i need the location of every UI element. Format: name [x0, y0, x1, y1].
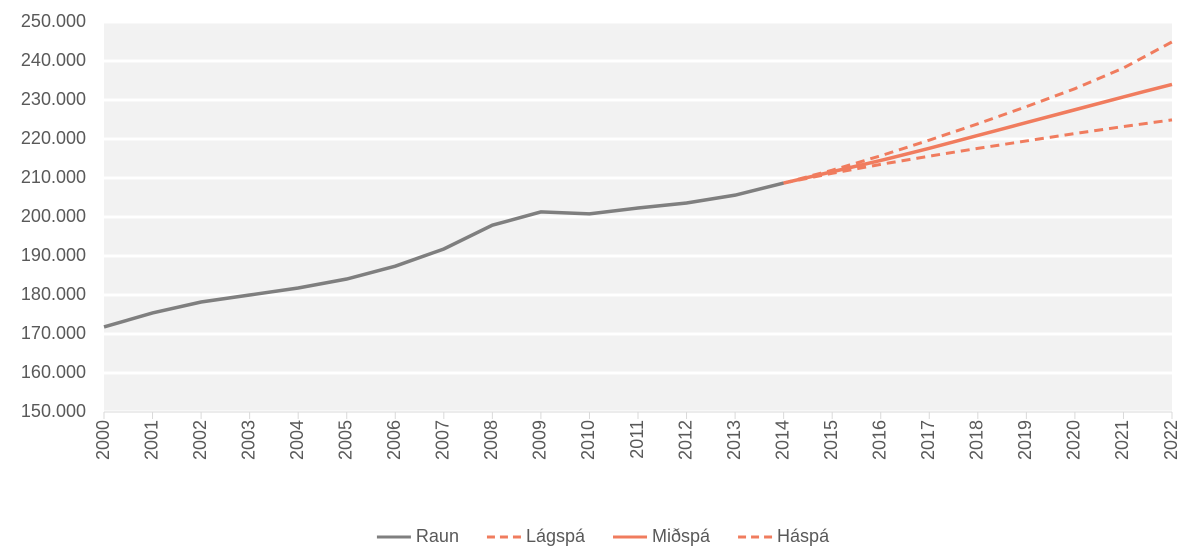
- x-tick-label: 2017: [918, 420, 938, 460]
- x-tick-label: 2002: [190, 420, 210, 460]
- x-tick-label: 2001: [141, 420, 161, 460]
- series-line: [783, 40, 1173, 185]
- x-tick-label: 2018: [967, 420, 987, 460]
- x-tick-label: 2013: [724, 420, 744, 460]
- x-tick-label: 2011: [627, 420, 647, 459]
- x-tick-label: 2006: [384, 420, 404, 460]
- x-tick-label: 2004: [287, 420, 307, 460]
- x-tick-label: 2010: [578, 420, 598, 460]
- series-line: [103, 181, 785, 329]
- y-tick-label: 210.000: [21, 167, 86, 187]
- legend-label: Háspá: [777, 526, 830, 546]
- y-tick-label: 220.000: [21, 128, 86, 148]
- x-tick-label: 2009: [530, 420, 550, 460]
- x-tick-label: 2008: [481, 420, 501, 460]
- legend-label: Raun: [416, 526, 459, 546]
- y-tick-label: 230.000: [21, 89, 86, 109]
- y-tick-label: 150.000: [21, 401, 86, 421]
- x-tick-label: 2019: [1015, 420, 1035, 460]
- y-tick-label: 180.000: [21, 284, 86, 304]
- x-tick-label: 2000: [93, 420, 113, 460]
- y-tick-label: 200.000: [21, 206, 86, 226]
- y-tick-label: 190.000: [21, 245, 86, 265]
- x-tick-label: 2020: [1064, 420, 1084, 460]
- series-line: [783, 82, 1173, 185]
- series-line: [783, 118, 1173, 185]
- x-tick-label: 2021: [1112, 420, 1132, 460]
- x-tick-label: 2016: [869, 420, 889, 460]
- x-tick-label: 2015: [821, 420, 841, 460]
- x-tick-label: 2014: [772, 420, 792, 460]
- y-tick-label: 170.000: [21, 323, 86, 343]
- legend: Raun Lágspá Miðspá Háspá: [376, 526, 830, 546]
- y-tick-label: 160.000: [21, 362, 86, 382]
- y-tick-label: 250.000: [21, 11, 86, 31]
- x-tick-label: 2012: [675, 420, 695, 460]
- legend-label: Lágspá: [526, 526, 586, 546]
- x-tick-label: 2005: [335, 420, 355, 460]
- legend-label: Miðspá: [652, 526, 711, 546]
- x-tick-label: 2007: [433, 420, 453, 460]
- y-tick-label: 240.000: [21, 50, 86, 70]
- x-tick-label: 2003: [238, 420, 258, 460]
- x-tick-label: 2022: [1161, 420, 1181, 460]
